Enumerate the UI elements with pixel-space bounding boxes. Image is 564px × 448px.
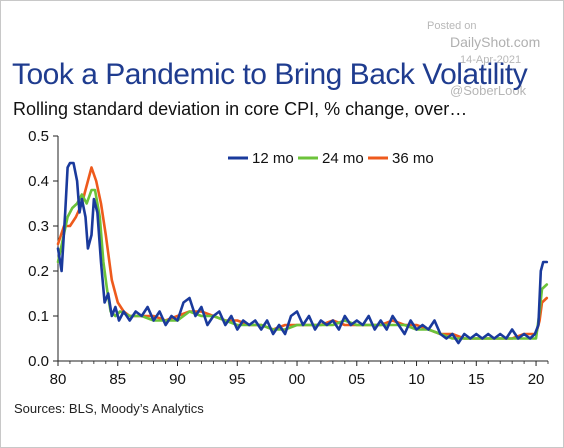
axis-layer: 0.0 0.1 0.2 0.3 0.4 0.5 80 85 90 95 00 05 10 15 20 bbox=[28, 128, 549, 388]
chart-title: Took a Pandemic to Bring Back Volatility bbox=[12, 58, 528, 91]
watermark-date: 14-Apr-2021 bbox=[460, 54, 522, 66]
x-tick-label: 05 bbox=[348, 371, 365, 388]
source-note: Sources: BLS, Moody’s Analytics bbox=[14, 401, 204, 416]
y-tick-label: 0.2 bbox=[28, 263, 49, 280]
y-tick-label: 0.0 bbox=[28, 353, 49, 370]
y-tick-label: 0.1 bbox=[28, 308, 49, 325]
x-tick-label: 15 bbox=[468, 371, 485, 388]
watermark-handle: @SoberLook bbox=[450, 83, 527, 98]
watermark-posted-label: Posted on bbox=[427, 20, 477, 32]
legend-label: 24 mo bbox=[322, 150, 364, 167]
y-tick-label: 0.4 bbox=[28, 173, 49, 190]
legend-label: 12 mo bbox=[252, 150, 294, 167]
chart-legend: 12 mo 24 mo 36 mo bbox=[228, 150, 434, 167]
x-tick-label: 00 bbox=[289, 371, 306, 388]
x-tick-label: 95 bbox=[229, 371, 246, 388]
x-tick-label: 10 bbox=[408, 371, 425, 388]
legend-label: 36 mo bbox=[392, 150, 434, 167]
x-tick-label: 20 bbox=[528, 371, 545, 388]
y-tick-label: 0.5 bbox=[28, 128, 49, 145]
series-line-12-mo bbox=[56, 161, 549, 345]
x-tick-label: 85 bbox=[109, 371, 126, 388]
series-layer bbox=[56, 161, 549, 345]
chart-subtitle: Rolling standard deviation in core CPI, … bbox=[13, 99, 468, 119]
watermark-site: DailyShot.com bbox=[450, 34, 541, 50]
y-tick-label: 0.3 bbox=[28, 218, 49, 235]
x-tick-label: 90 bbox=[169, 371, 186, 388]
series-line-36-mo bbox=[56, 166, 549, 340]
x-tick-label: 80 bbox=[50, 371, 67, 388]
